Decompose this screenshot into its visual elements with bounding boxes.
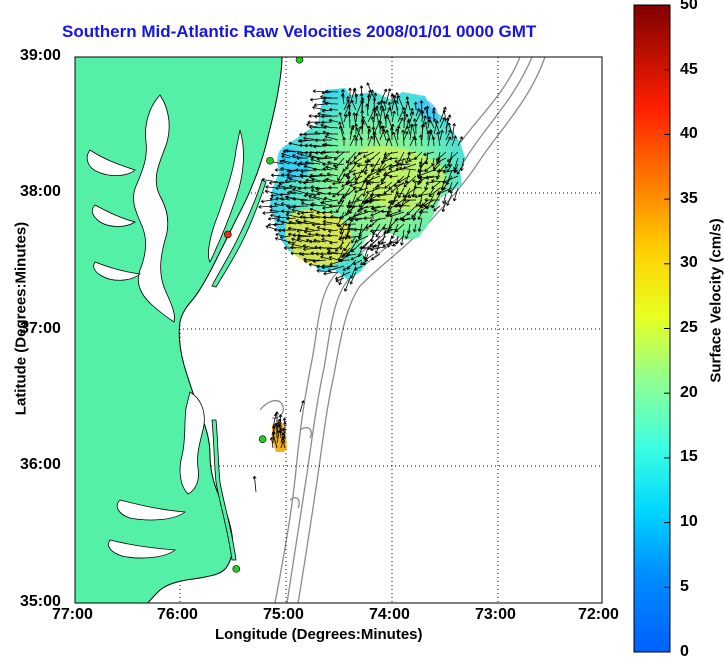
- colorbar-tick-label: 30: [680, 254, 698, 272]
- y-axis-label: Latitude (Degrees:Minutes): [13, 204, 30, 434]
- x-axis-label: Longitude (Degrees:Minutes): [215, 626, 423, 643]
- radar-station-marker: [233, 565, 240, 572]
- colorbar-tick-label: 25: [680, 319, 698, 337]
- x-tick-label: 75:00: [263, 606, 304, 624]
- colorbar-tick-label: 35: [680, 190, 698, 208]
- x-tick-label: 76:00: [157, 606, 198, 624]
- radar-station-marker: [224, 231, 231, 238]
- x-tick-label: 73:00: [475, 606, 516, 624]
- colorbar-tick-label: 45: [680, 61, 698, 79]
- colorbar-tick-label: 0: [680, 643, 689, 661]
- x-tick-label: 77:00: [52, 606, 93, 624]
- y-tick-label: 39:00: [20, 47, 61, 65]
- colorbar-tick-label: 15: [680, 448, 698, 466]
- colorbar-label: Surface Velocity (cm/s): [708, 201, 724, 401]
- colorbar-tick-label: 50: [680, 0, 698, 14]
- colorbar-tick-label: 10: [680, 513, 698, 531]
- x-tick-label: 74:00: [369, 606, 410, 624]
- colorbar-tick-label: 5: [680, 578, 689, 596]
- x-tick-label: 72:00: [578, 606, 619, 624]
- map-title: Southern Mid-Atlantic Raw Velocities 200…: [62, 22, 536, 42]
- radar-station-marker: [259, 436, 266, 443]
- colorbar-tick-label: 40: [680, 125, 698, 143]
- colorbar-tick-label: 20: [680, 384, 698, 402]
- y-tick-label: 36:00: [20, 456, 61, 474]
- y-tick-label: 38:00: [20, 183, 61, 201]
- radar-station-marker: [266, 157, 273, 164]
